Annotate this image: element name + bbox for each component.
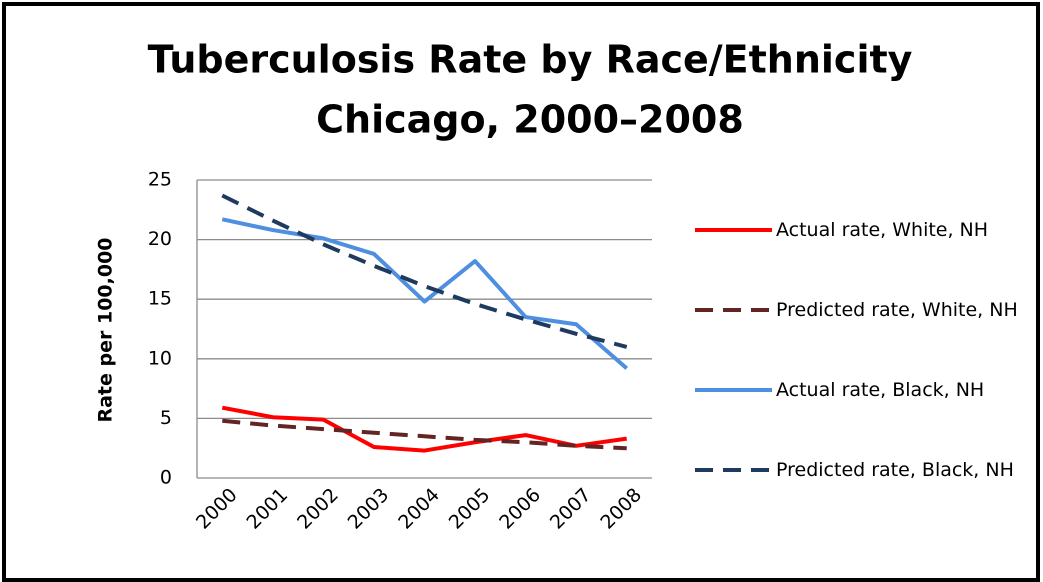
legend-label: Actual rate, Black, NH [776, 379, 985, 401]
legend-label: Predicted rate, White, NH [776, 299, 1018, 321]
series-line [222, 418, 627, 451]
legend-item: Actual rate, Black, NH [776, 379, 985, 401]
x-tick-label: 2007 [546, 484, 596, 534]
x-tick-label: 2004 [394, 484, 444, 534]
x-tick-label: 2002 [293, 484, 343, 534]
y-axis-label: Rate per 100,000 [95, 237, 117, 422]
y-tick-label: 0 [160, 467, 172, 489]
legend-item: Predicted rate, Black, NH [776, 459, 1014, 481]
legend-label: Actual rate, White, NH [776, 219, 989, 241]
x-tick-label: 2005 [445, 484, 495, 534]
series-line [221, 405, 628, 453]
chart-subtitle: Chicago, 2000–2008 [316, 98, 744, 142]
y-tick-label: 25 [148, 169, 172, 191]
legend-item: Actual rate, White, NH [776, 219, 989, 241]
y-tick-label: 5 [160, 407, 172, 429]
x-tick-label: 2006 [495, 484, 545, 534]
x-tick-label: 2003 [344, 484, 394, 534]
legend-item: Predicted rate, White, NH [776, 299, 1018, 321]
series-line [221, 217, 629, 370]
y-tick-label: 15 [148, 288, 172, 310]
chart-title: Tuberculosis Rate by Race/Ethnicity [148, 38, 913, 82]
x-tick-label: 2001 [243, 484, 293, 534]
x-tick-label: 2000 [192, 484, 242, 534]
y-tick-label: 10 [148, 347, 172, 369]
y-tick-label: 20 [148, 228, 172, 250]
x-tick-label: 2008 [596, 484, 646, 534]
legend-label: Predicted rate, Black, NH [776, 459, 1014, 481]
